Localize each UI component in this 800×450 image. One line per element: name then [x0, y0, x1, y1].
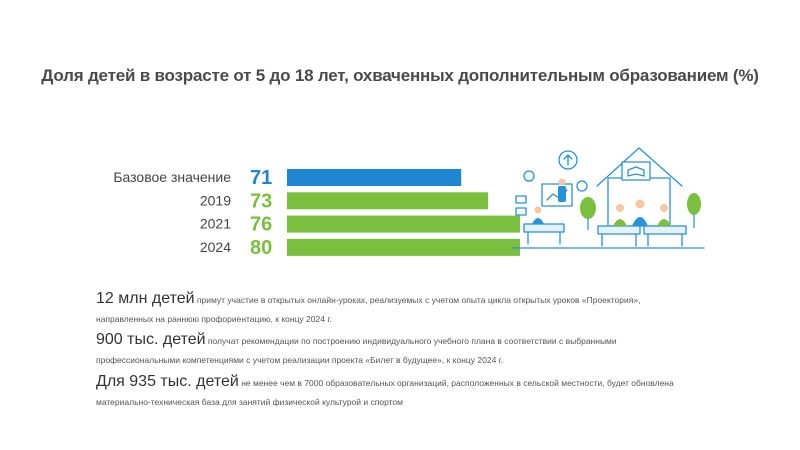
stat-text: получат рекомендации по построению индив… — [205, 336, 617, 346]
stat-text: примут участие в открытых онлайн-уроках,… — [194, 295, 641, 305]
stat-text-continued: профессиональными компетенциями с учетом… — [96, 355, 504, 365]
bar-chart: Базовое значение 71 2019 73 2021 76 2024 80 — [113, 167, 520, 259]
chart-title: Доля детей в возрасте от 5 до 18 лет, ох… — [41, 66, 759, 85]
stat-text-continued: материально-техническая база для занятий… — [96, 397, 403, 407]
category-label: 2024 — [200, 239, 231, 255]
stat-headline: 900 тыс. детей — [96, 331, 206, 348]
value-label: 73 — [250, 190, 272, 212]
stat-children-recommendations: 900 тыс. детей получат рекомендации по п… — [96, 330, 726, 370]
category-label: 2021 — [200, 216, 231, 232]
value-label: 71 — [250, 167, 272, 189]
stat-text-continued: направленных на раннюю профориентацию, к… — [96, 314, 332, 324]
stat-headline: 12 млн детей — [96, 290, 195, 307]
category-label: Базовое значение — [113, 169, 231, 185]
stat-rural-schools: Для 935 тыс. детей не менее чем в 7000 о… — [96, 372, 726, 412]
bar — [287, 192, 488, 210]
bar — [287, 215, 520, 233]
stat-children-online-lessons: 12 млн детей примут участие в открытых о… — [96, 289, 726, 329]
classroom-illustration-icon — [512, 147, 705, 249]
stat-headline: Для 935 тыс. детей — [96, 373, 239, 390]
category-label: 2019 — [200, 192, 231, 208]
stat-text: не менее чем в 7000 образовательных орга… — [238, 378, 674, 388]
bar — [287, 238, 520, 256]
bar — [287, 169, 462, 186]
value-label: 80 — [250, 237, 272, 259]
value-label: 76 — [250, 214, 272, 236]
